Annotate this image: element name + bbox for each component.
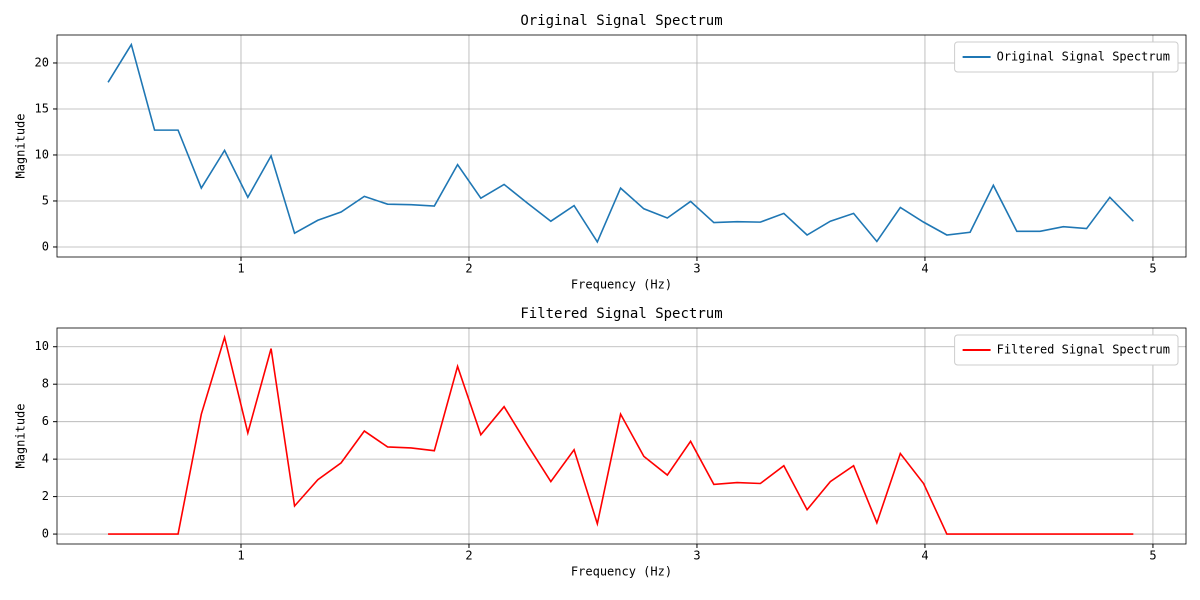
axes-frame bbox=[56, 34, 1187, 258]
data-line bbox=[107, 42, 1134, 244]
legend-label: Original Signal Spectrum bbox=[997, 50, 1170, 64]
x-axis-label: Frequency (Hz) bbox=[571, 565, 672, 579]
chart-title: Original Signal Spectrum bbox=[520, 13, 722, 29]
x-tick-label: 2 bbox=[465, 262, 472, 276]
y-tick-label: 0 bbox=[42, 527, 49, 541]
y-tick-label: 8 bbox=[42, 377, 49, 391]
legend: Original Signal Spectrum bbox=[954, 41, 1179, 73]
x-tick-label: 3 bbox=[693, 549, 700, 563]
x-tick-label: 5 bbox=[1149, 549, 1156, 563]
y-tick-label: 10 bbox=[35, 147, 49, 161]
chart-title: Filtered Signal Spectrum bbox=[520, 306, 722, 322]
x-axis-label: Frequency (Hz) bbox=[571, 278, 672, 292]
x-tick-label: 1 bbox=[237, 262, 244, 276]
y-tick-label: 2 bbox=[42, 489, 49, 503]
x-tick-label: 5 bbox=[1149, 262, 1156, 276]
y-tick-label: 15 bbox=[35, 101, 49, 115]
y-tick-label: 6 bbox=[42, 414, 49, 428]
y-tick-label: 20 bbox=[35, 55, 49, 69]
y-axis-label: Magnitude bbox=[14, 113, 28, 178]
legend-frame bbox=[954, 41, 1179, 73]
legend: Filtered Signal Spectrum bbox=[954, 334, 1179, 366]
x-tick-label: 3 bbox=[693, 262, 700, 276]
x-tick-label: 4 bbox=[921, 549, 928, 563]
y-tick-label: 10 bbox=[35, 339, 49, 353]
legend-label: Filtered Signal Spectrum bbox=[997, 343, 1170, 357]
y-tick-label: 4 bbox=[42, 452, 49, 466]
y-tick-label: 0 bbox=[42, 239, 49, 253]
x-tick-label: 2 bbox=[465, 549, 472, 563]
y-axis-label: Magnitude bbox=[14, 403, 28, 468]
axes-frame bbox=[56, 327, 1187, 545]
data-line bbox=[108, 334, 1134, 535]
legend-frame bbox=[954, 334, 1179, 366]
x-tick-label: 1 bbox=[237, 549, 244, 563]
x-tick-label: 4 bbox=[921, 262, 928, 276]
y-tick-label: 5 bbox=[42, 193, 49, 207]
